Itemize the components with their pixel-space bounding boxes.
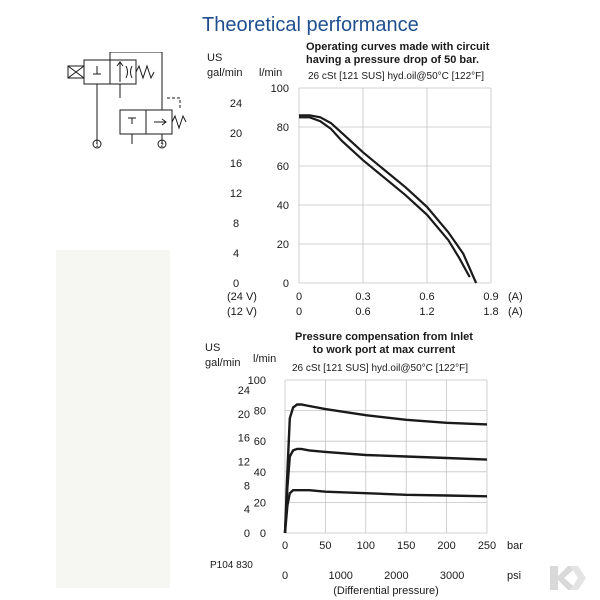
chart2-ytick-label: 100	[248, 375, 266, 387]
chart2-ytick-label: 0	[260, 528, 266, 540]
chart2-ylabel-secondary: gal/min	[205, 357, 240, 369]
chart2-secondary-tick-label: 16	[238, 433, 250, 445]
chart1-secondary-tick-label: 8	[233, 218, 239, 230]
chart2-xtick-label: 50	[319, 540, 331, 552]
chart1-xtick-label: 0.6	[355, 306, 370, 318]
chart1-xtick-label: 1.2	[419, 306, 434, 318]
chart1-xunit: (A)	[508, 291, 523, 303]
chart1-xtick-label: 0	[296, 291, 302, 303]
chart2-secondary-tick-label: 20	[238, 409, 250, 421]
chart2-xtick-label: 250	[478, 540, 496, 552]
chart2-x2tick-label: 0	[282, 570, 288, 582]
port-2-label: 2	[160, 143, 164, 149]
chart1-xtick-label: 0	[296, 306, 302, 318]
chart1-title-line: having a pressure drop of 50 bar.	[306, 54, 479, 66]
chart2-secondary-tick-label: 4	[244, 504, 250, 516]
chart1-series-line	[299, 114, 478, 284]
page-title: Theoretical performance	[202, 14, 419, 36]
chart2-title-line: Pressure compensation from Inlet	[295, 331, 473, 343]
left-panel-background	[56, 250, 170, 588]
chart2-ytick-label: 40	[254, 467, 266, 479]
chart1-secondary-tick-label: 12	[230, 188, 242, 200]
chart2-xtick-label: 0	[282, 540, 288, 552]
chart2-ytick-label: 20	[254, 497, 266, 509]
chart1-xtick-label: 0.6	[419, 291, 434, 303]
chart2-secondary-tick-label: 24	[238, 385, 250, 397]
chart2-xlabel: (Differential pressure)	[333, 585, 439, 597]
hydraulic-circuit-diagram: 1 2	[67, 52, 187, 149]
chart2-ylabel: l/min	[253, 353, 276, 365]
chart1-ylabel-secondary: gal/min	[207, 67, 242, 79]
chart2-xtick-label: 100	[357, 540, 375, 552]
chart2-x2tick-label: 2000	[384, 570, 408, 582]
brand-watermark-logo	[550, 566, 586, 590]
chart1-secondary-tick-label: 20	[230, 128, 242, 140]
chart2-title-line: to work port at max current	[313, 344, 456, 356]
chart1-xtick-label: 1.8	[483, 306, 498, 318]
chart2-x2unit: psi	[507, 570, 521, 582]
chart1-xaxis-label: (12 V)	[227, 306, 257, 318]
chart1-ylabel: l/min	[259, 67, 282, 79]
chart2-secondary-tick-label: 0	[244, 528, 250, 540]
chart1-xunit: (A)	[508, 306, 523, 318]
chart1-ytick-label: 80	[277, 122, 289, 134]
port-1-label: 1	[95, 143, 99, 149]
chart2-xunit: bar	[507, 540, 523, 552]
chart2-secondary-tick-label: 12	[238, 457, 250, 469]
chart1-ytick-label: 0	[283, 278, 289, 290]
chart2-series-line	[283, 489, 488, 534]
chart2-ytick-label: 60	[254, 436, 266, 448]
chart1-title-line: Operating curves made with circuit	[306, 41, 490, 53]
chart1-series-line	[299, 116, 471, 278]
figure-code: P104 830	[210, 560, 253, 571]
chart2-series-line	[283, 403, 488, 534]
chart2-x2tick-label: 1000	[328, 570, 352, 582]
chart1-ytick-label: 60	[277, 161, 289, 173]
chart2-xtick-label: 150	[397, 540, 415, 552]
chart2-x2tick-label: 3000	[440, 570, 464, 582]
chart1-ytick-label: 40	[277, 200, 289, 212]
chart1-ytick-label: 100	[271, 83, 289, 95]
chart1-xtick-label: 0.3	[355, 291, 370, 303]
chart1-secondary-tick-label: 24	[230, 98, 242, 110]
chart2-series-line	[283, 447, 488, 534]
chart2-xtick-label: 200	[437, 540, 455, 552]
chart1-ytick-label: 20	[277, 239, 289, 251]
chart2-ytick-label: 80	[254, 406, 266, 418]
chart2-subtitle: 26 cSt [121 SUS] hyd.oil@50°C [122°F]	[292, 363, 468, 374]
chart2-secondary-tick-label: 8	[244, 480, 250, 492]
chart1-xtick-label: 0.9	[483, 291, 498, 303]
chart1-secondary-tick-label: 4	[233, 248, 239, 260]
chart1-secondary-tick-label: 16	[230, 158, 242, 170]
chart1-xaxis-label: (24 V)	[227, 291, 257, 303]
chart1-subtitle: 26 cSt [121 SUS] hyd.oil@50°C [122°F]	[308, 71, 484, 82]
chart2-ylabel-secondary: US	[205, 342, 220, 354]
chart1-ylabel-secondary: US	[207, 52, 222, 64]
chart1-secondary-tick-label: 0	[233, 278, 239, 290]
